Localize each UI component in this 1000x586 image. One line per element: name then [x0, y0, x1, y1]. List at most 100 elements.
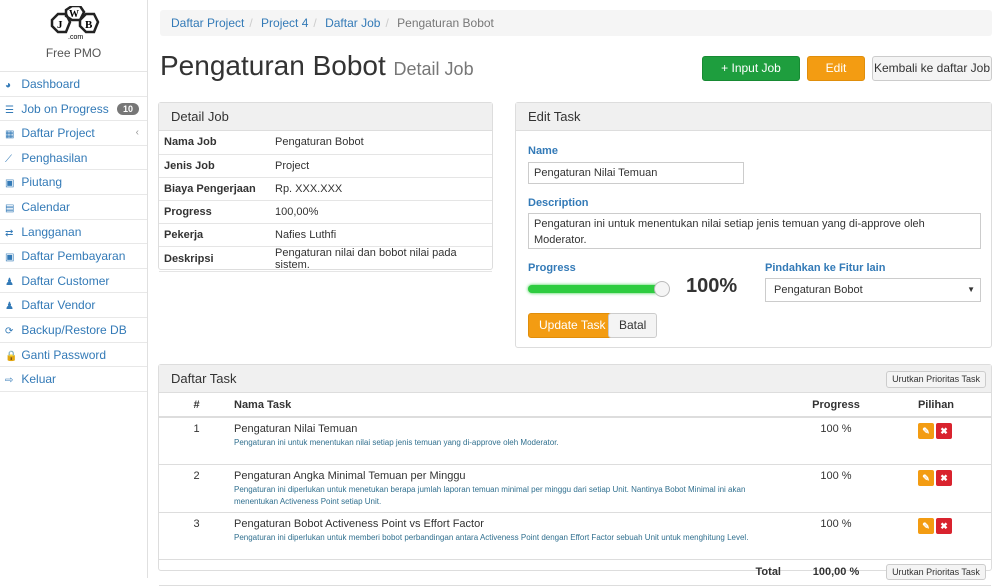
edit-task-panel: Edit Task Name Pengaturan Nilai Temuan D…: [515, 102, 992, 348]
breadcrumb-daftar-job[interactable]: Daftar Job: [325, 16, 381, 30]
edit-icon[interactable]: ✎: [918, 423, 934, 439]
detail-value: 100,00%: [270, 200, 492, 224]
update-task-button[interactable]: Update Task: [528, 313, 617, 338]
total-label: Total: [234, 559, 791, 586]
sidebar-item-label: Daftar Pembayaran: [21, 249, 126, 264]
detail-value: Project: [270, 154, 492, 178]
sidebar-item-label: Daftar Project: [21, 126, 95, 141]
sidebar-item-daftar-vendor[interactable]: ♟ Daftar Vendor: [0, 293, 147, 318]
sidebar-item-label: Dashboard: [21, 77, 81, 91]
detail-row: Progress 100,00%: [159, 200, 492, 224]
task-no: 1: [159, 417, 234, 465]
detail-key: Nama Job: [159, 131, 270, 155]
fitur-select[interactable]: Pengaturan Bobot ▼: [765, 278, 981, 302]
detail-key: Deskripsi: [159, 246, 270, 272]
daftar-task-title: Daftar Task: [171, 371, 237, 386]
delete-icon[interactable]: ✖: [936, 423, 952, 439]
delete-icon[interactable]: ✖: [936, 517, 952, 534]
name-label: Name: [528, 145, 558, 157]
sidebar-item-dashboard[interactable]: ◕ Dashboard: [0, 72, 147, 97]
breadcrumb-daftar-project[interactable]: Daftar Project: [171, 16, 245, 30]
task-name: Pengaturan Angka Minimal Temuan per Ming…: [234, 469, 466, 482]
detail-row: Jenis Job Project: [159, 154, 492, 178]
brand-name: Free PMO: [45, 46, 102, 60]
kembali-button[interactable]: Kembali ke daftar Job: [872, 56, 992, 81]
task-progress: 100 %: [791, 512, 881, 560]
breadcrumb-current: Pengaturan Bobot: [397, 16, 494, 30]
urutkan-prioritas-button-top[interactable]: Urutkan Prioritas Task: [886, 371, 986, 388]
task-desc: Pengaturan ini untuk menentukan nilai se…: [234, 438, 559, 447]
sidebar-item-daftar-pembayaran[interactable]: ▣ Daftar Pembayaran: [0, 244, 147, 269]
jwb-logo-icon: J W B .com: [50, 6, 99, 41]
progress-label: Progress: [528, 262, 576, 274]
sidebar-item-piutang[interactable]: ▣ Piutang: [0, 170, 147, 195]
daftar-task-header: Daftar Task Urutkan Prioritas Task: [159, 365, 991, 393]
detail-value: Rp. XXX.XXX: [270, 177, 492, 201]
name-input[interactable]: Pengaturan Nilai Temuan: [528, 162, 744, 184]
calendar-icon: ▤: [5, 202, 15, 214]
col-pilihan: Pilihan: [881, 393, 991, 418]
edit-icon[interactable]: ✎: [918, 469, 934, 486]
users-icon: ♟: [5, 301, 14, 313]
money-icon: ▣: [5, 178, 15, 190]
page-subtitle: Detail Job: [393, 59, 474, 79]
sidebar-item-ganti-password[interactable]: 🔒 Ganti Password: [0, 343, 147, 368]
sidebar-item-calendar[interactable]: ▤ Calendar: [0, 195, 147, 220]
col-no: #: [159, 393, 234, 418]
pindahkan-label: Pindahkan ke Fitur lain: [765, 262, 886, 274]
detail-key: Biaya Pengerjaan: [159, 177, 270, 201]
detail-value: Nafies Luthfi: [270, 223, 492, 247]
sidebar-item-backup-restore-db[interactable]: ⟳ Backup/Restore DB: [0, 318, 147, 343]
task-name: Pengaturan Nilai Temuan: [234, 423, 358, 435]
lock-icon: 🔒: [5, 350, 18, 362]
edit-icon[interactable]: ✎: [918, 517, 934, 534]
sidebar-item-label: Daftar Customer: [21, 273, 110, 288]
sidebar-item-label: Langganan: [21, 224, 82, 239]
page-title: Pengaturan Bobot Detail Job: [160, 50, 474, 82]
task-name: Pengaturan Bobot Activeness Point vs Eff…: [234, 517, 484, 530]
refresh-icon: ⟳: [5, 325, 14, 337]
description-label: Description: [528, 197, 589, 209]
fitur-select-value: Pengaturan Bobot: [774, 284, 863, 296]
count-badge: 10: [116, 102, 139, 115]
description-textarea[interactable]: Pengaturan ini untuk menentukan nilai se…: [528, 213, 981, 249]
sidebar-item-label: Calendar: [21, 199, 71, 214]
svg-text:J: J: [57, 19, 63, 31]
sidebar-item-label: Job on Progress: [21, 101, 109, 116]
detail-key: Progress: [159, 200, 270, 224]
line-chart-icon: ⟋: [5, 153, 12, 165]
col-progress: Progress: [791, 393, 881, 418]
breadcrumb: Daftar Project / Project 4/ Daftar Job / P…: [160, 10, 992, 36]
progress-slider-handle[interactable]: [654, 281, 670, 297]
detail-job-title: Detail Job: [159, 103, 492, 131]
logo[interactable]: J W B .com Free PMO: [0, 0, 147, 72]
sidebar-item-daftar-project[interactable]: ▦ Daftar Project ‹: [0, 121, 147, 146]
sidebar-item-penghasilan[interactable]: ⟋ Penghasilan: [0, 146, 147, 171]
sidebar-item-label: Penghasilan: [21, 150, 88, 165]
batal-button[interactable]: Batal: [608, 313, 658, 338]
sidebar-item-label: Daftar Vendor: [21, 298, 96, 313]
retweet-icon: ⇄: [5, 227, 14, 239]
input-job-baru-button[interactable]: + Input Job Baru: [702, 56, 800, 98]
delete-icon[interactable]: ✖: [936, 469, 952, 486]
svg-text:B: B: [85, 19, 93, 31]
task-desc: Pengaturan ini diperlukan untuk menetuka…: [234, 484, 746, 506]
sidebar-item-daftar-customer[interactable]: ♟ Daftar Customer: [0, 269, 147, 294]
detail-row: Deskripsi Pengaturan nilai dan bobot nila…: [159, 246, 492, 272]
svg-text:.com: .com: [68, 34, 83, 41]
col-nama-task: Nama Task: [234, 393, 791, 418]
detail-key: Pekerja: [159, 223, 270, 247]
edit-job-button[interactable]: Edit Job: [807, 56, 865, 98]
task-no: 2: [159, 464, 234, 513]
detail-row: Pekerja Nafies Luthfi: [159, 223, 492, 247]
money-icon: ▣: [5, 252, 15, 264]
breadcrumb-project[interactable]: Project 4: [261, 16, 309, 30]
sidebar-item-job-on-progress[interactable]: ☰ Job on Progress 10: [0, 97, 147, 122]
sign-out-icon: ⇨: [5, 375, 14, 387]
progress-slider[interactable]: [528, 281, 670, 297]
sidebar-item-keluar[interactable]: ⇨ Keluar: [0, 367, 147, 392]
sidebar-item-label: Ganti Password: [21, 347, 107, 362]
total-value: 100,00 %: [791, 559, 881, 586]
sidebar-item-label: Piutang: [21, 175, 63, 190]
sidebar-item-langganan[interactable]: ⇄ Langganan: [0, 220, 147, 245]
